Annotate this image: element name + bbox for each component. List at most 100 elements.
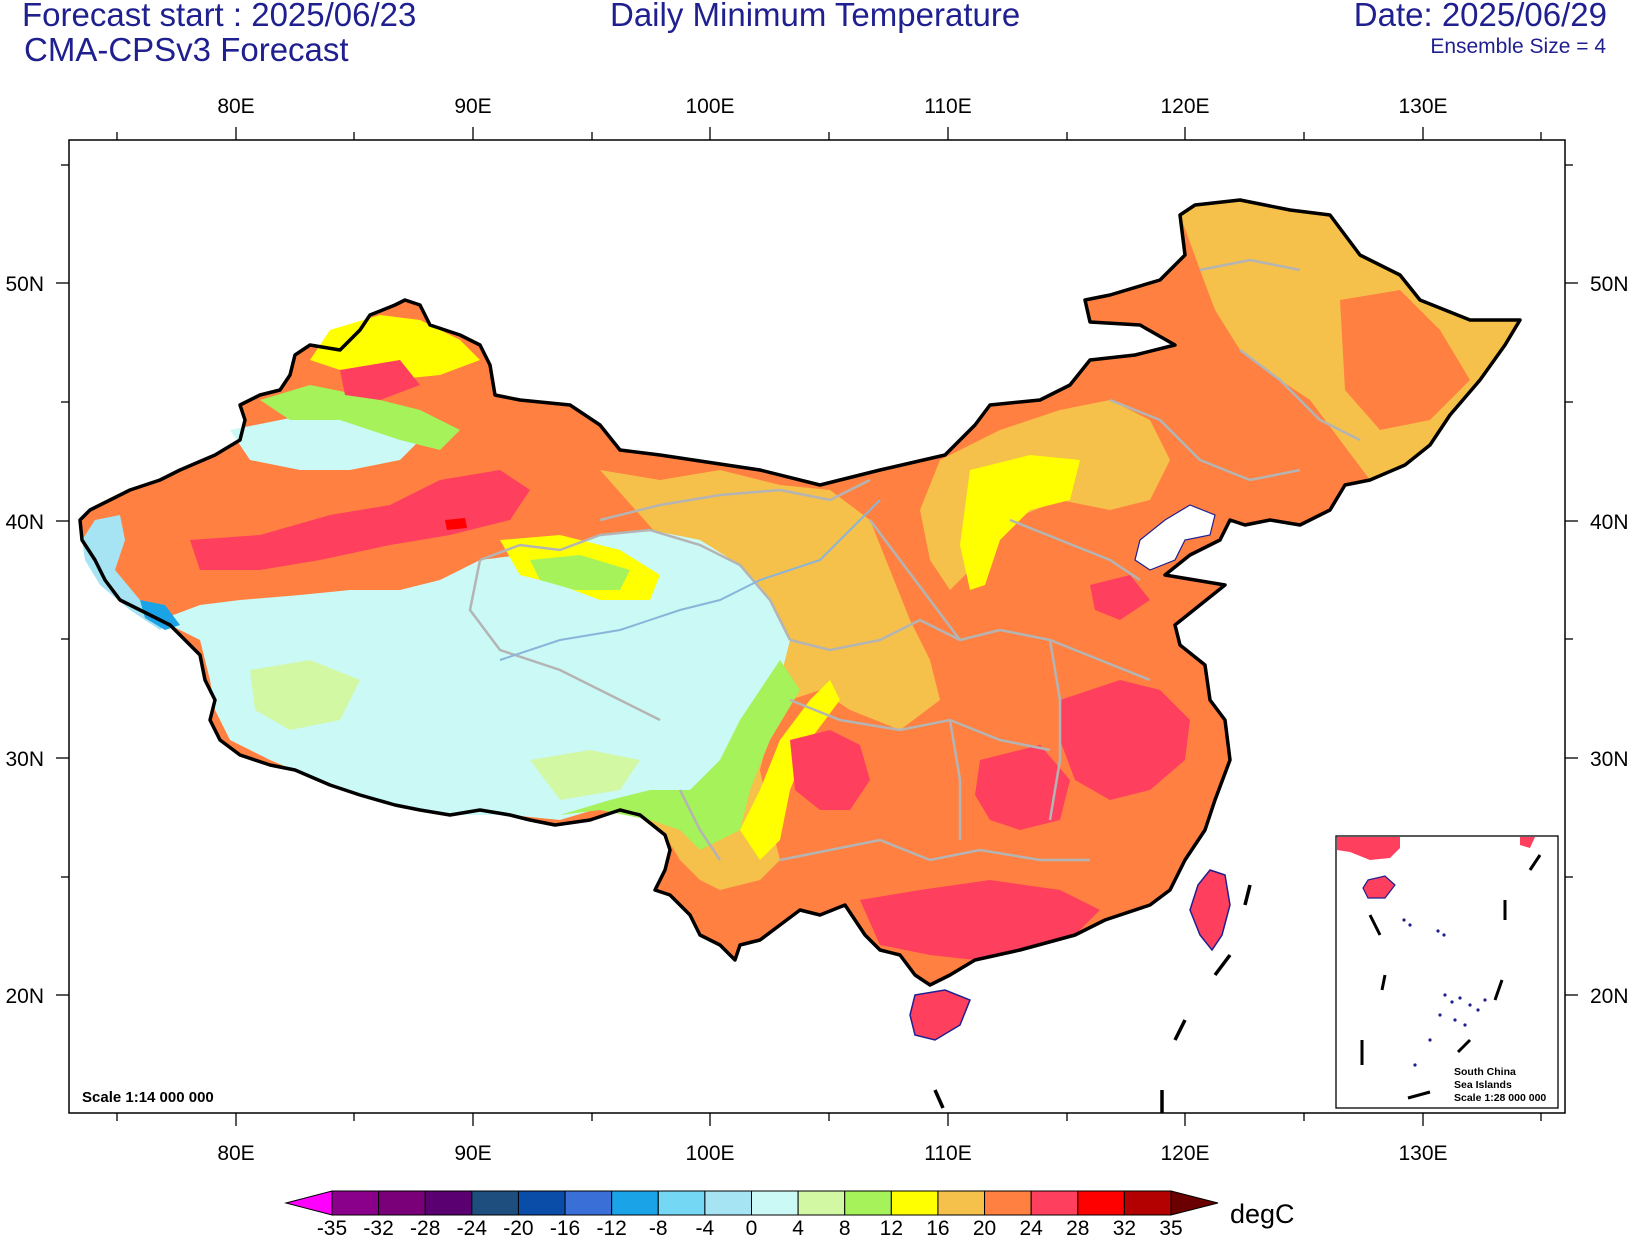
yellow-river: [499, 499, 881, 661]
colorbar-cell: [984, 1190, 1032, 1216]
taiwan-island: [1189, 869, 1231, 952]
colorbar-label: -8: [649, 1217, 668, 1240]
china-temperature-field: [78, 198, 1522, 1113]
lon-label: 110E: [924, 1142, 972, 1165]
colorbar-cell: [517, 1190, 566, 1216]
tarim-hottest-spot: [445, 518, 467, 530]
colorbar-cell: [611, 1190, 659, 1216]
colorbar-cell: [378, 1190, 426, 1216]
south-china-sea-inset: South China Sea Islands Scale 1:28 000 0…: [1335, 835, 1559, 1109]
dashed-maritime-line: [933, 884, 1252, 1113]
lon-label: 100E: [685, 1142, 734, 1165]
lat-label: 50N: [1590, 273, 1629, 296]
tibet-green-edge: [520, 660, 800, 850]
qaidam-green-patch: [530, 555, 630, 590]
colorbar-label: 4: [792, 1217, 804, 1240]
colorbar-label: -28: [410, 1217, 440, 1240]
south-china-hot: [860, 880, 1100, 960]
china-boundary: [78, 198, 1522, 987]
map-scale-label: Scale 1:14 000 000: [82, 1089, 214, 1106]
province-boundaries: [468, 258, 1361, 862]
ensemble-size-label: Ensemble Size = 4: [1430, 35, 1606, 58]
lat-label: 20N: [5, 985, 44, 1008]
lon-label: 90E: [454, 1142, 491, 1165]
latitude-labels-right: 50N 40N 30N 20N: [1590, 273, 1629, 1008]
colorbar-label: 16: [926, 1217, 949, 1240]
lon-label: 80E: [217, 95, 254, 118]
lat-label: 30N: [5, 748, 44, 771]
lon-label: 130E: [1398, 95, 1447, 118]
colorbar-label: 20: [973, 1217, 996, 1240]
sichuan-hot: [790, 730, 870, 810]
colorbar-cell: [1123, 1190, 1172, 1216]
colorbar-cell: [797, 1190, 846, 1216]
tibet-plateau-field: [160, 530, 790, 820]
tarim-west-cold-edge: [82, 515, 170, 630]
colorbar-cell: [937, 1190, 986, 1216]
bohai-sea: [1134, 504, 1216, 571]
north-xinjiang-warm: [340, 360, 420, 400]
central-china-hot: [975, 745, 1070, 830]
colorbar-cell: [751, 1190, 799, 1216]
colorbar-low-arrow: [284, 1190, 333, 1216]
lat-label: 20N: [1590, 985, 1629, 1008]
tarim-hot-core: [190, 470, 530, 570]
northeast-warm-patch: [1340, 290, 1470, 430]
longitude-labels-bottom: 80E 90E 100E 110E 120E 130E: [217, 1142, 1447, 1165]
colorbar-cell: [471, 1190, 519, 1216]
tianshan-green-band: [260, 385, 460, 450]
colorbar-label: 35: [1159, 1217, 1182, 1240]
north-xinjiang-yellow: [310, 315, 480, 380]
colorbar-label: 28: [1066, 1217, 1089, 1240]
colorbar-cell: [890, 1190, 939, 1216]
colorbar-label: 0: [746, 1217, 758, 1240]
tarim-west-blue-edge: [140, 600, 180, 630]
map-title: Daily Minimum Temperature: [610, 0, 1021, 33]
lon-label: 120E: [1160, 95, 1209, 118]
north-china-plain-hot: [1090, 575, 1150, 620]
colorbar-label: 24: [1019, 1217, 1043, 1240]
colorbar-label: -35: [317, 1217, 347, 1240]
colorbar-label: -20: [503, 1217, 533, 1240]
colorbar-label: 12: [880, 1217, 903, 1240]
colorbar-label: -32: [363, 1217, 393, 1240]
lon-label: 100E: [685, 95, 734, 118]
tibet-lightgreen-patch-2: [530, 750, 640, 800]
lat-label: 40N: [5, 511, 44, 534]
inset-caption-line1: South China: [1454, 1066, 1516, 1078]
valid-date-label: Date: 2025/06/29: [1353, 0, 1607, 33]
longitude-labels-top: 80E 90E 100E 110E 120E 130E: [217, 95, 1447, 118]
model-name-label: CMA-CPSv3 Forecast: [24, 31, 349, 68]
latitude-labels-left: 50N 40N 30N 20N: [5, 273, 44, 1008]
yangtze-hot: [1060, 680, 1190, 800]
colorbar-label: 8: [839, 1217, 851, 1240]
colorbar-cell: [844, 1190, 892, 1216]
colorbar: -35 -32 -28 -24 -20 -16 -12 -8 -4 0 4 8 12 16 20 24 28 32…: [284, 1190, 1295, 1240]
colorbar-cell: [704, 1190, 753, 1216]
colorbar-cell: [564, 1190, 613, 1216]
map-ticks: [56, 127, 1578, 1126]
colorbar-cell: [1077, 1190, 1125, 1216]
forecast-start-label: Forecast start : 2025/06/23: [22, 0, 417, 33]
lon-label: 90E: [454, 95, 491, 118]
colorbar-label: -24: [457, 1217, 488, 1240]
colorbar-label: -12: [596, 1217, 626, 1240]
inset-scale: Scale 1:28 000 000: [1454, 1092, 1546, 1104]
north-yellow-patch: [960, 455, 1080, 590]
colorbar-cell: [424, 1190, 473, 1216]
lat-label: 30N: [1590, 748, 1629, 771]
colorbar-cell: [331, 1190, 380, 1216]
colorbar-cell: [657, 1190, 706, 1216]
lat-label: 50N: [5, 273, 44, 296]
tibet-lightgreen-patch: [250, 660, 360, 730]
lon-label: 130E: [1398, 1142, 1447, 1165]
colorbar-label: 32: [1113, 1217, 1136, 1240]
lat-label: 40N: [1590, 511, 1629, 534]
lon-label: 120E: [1160, 1142, 1209, 1165]
colorbar-label: -16: [550, 1217, 580, 1240]
lon-label: 80E: [217, 1142, 254, 1165]
lon-label: 110E: [924, 95, 972, 118]
colorbar-high-arrow: [1170, 1190, 1219, 1216]
colorbar-label: -4: [696, 1217, 715, 1240]
